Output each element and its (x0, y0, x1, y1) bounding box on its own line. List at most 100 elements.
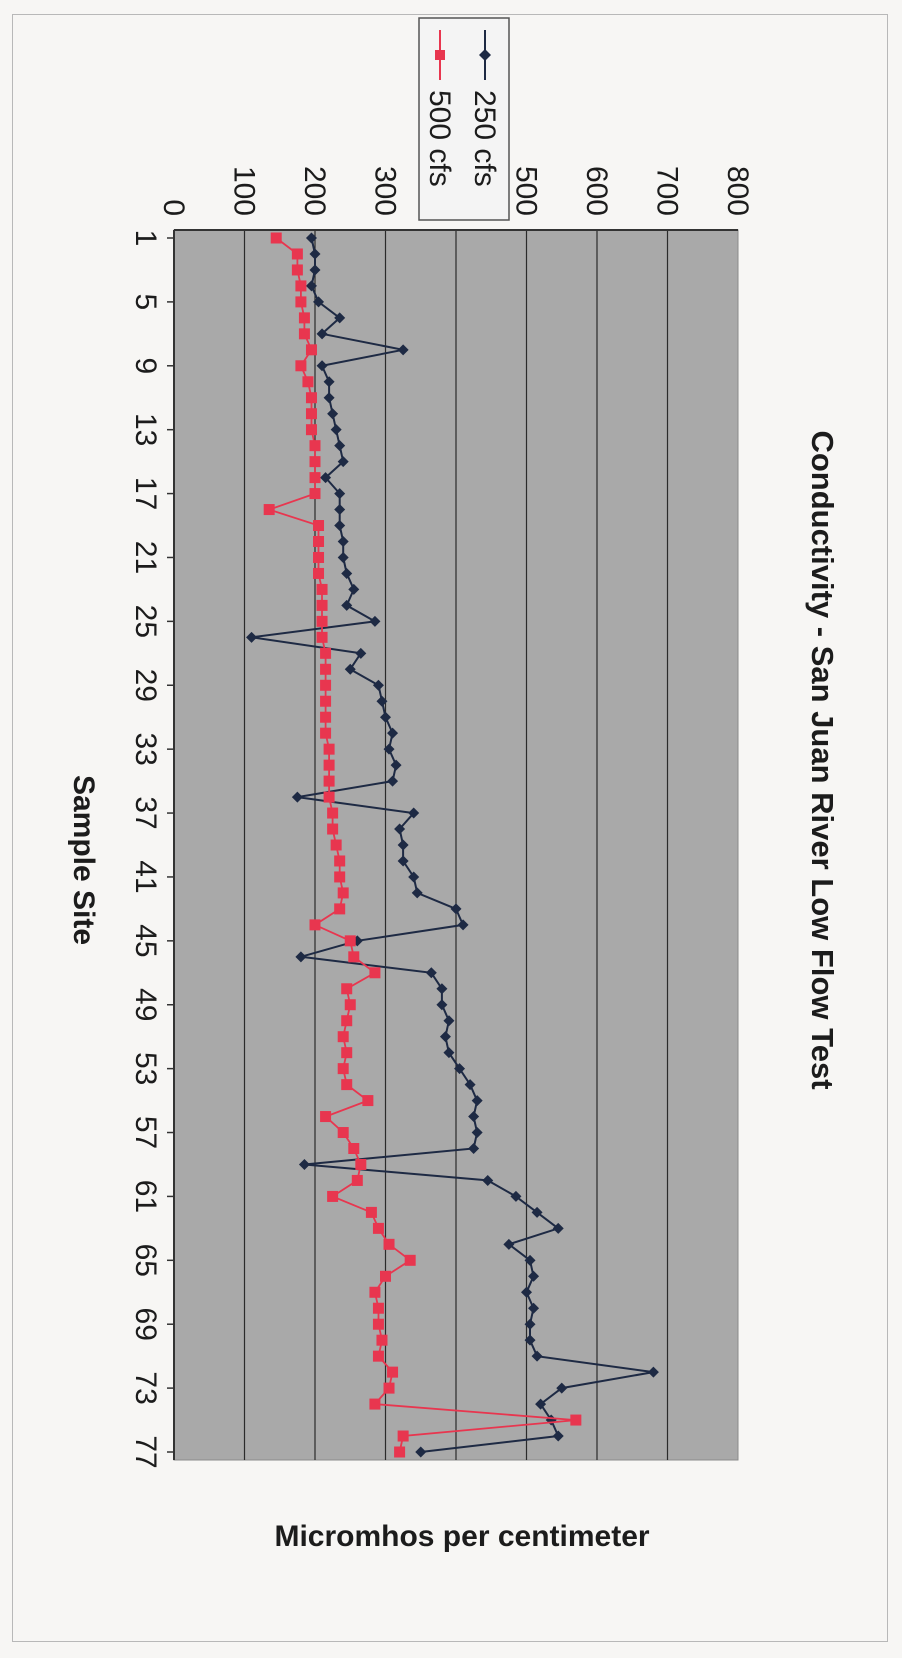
data-point-1-35 (323, 775, 335, 787)
y-tick-label-800: 800 (721, 166, 754, 216)
data-point-1-40 (334, 855, 346, 867)
data-point-1-29 (320, 679, 332, 691)
data-point-0-5 (313, 296, 325, 308)
data-point-1-19 (313, 520, 325, 532)
x-tick-label-65: 65 (129, 1244, 162, 1277)
data-point-1-63 (372, 1222, 384, 1234)
data-point-0-36 (291, 791, 303, 803)
data-point-1-12 (305, 408, 317, 420)
data-point-0-2 (309, 248, 321, 260)
data-point-0-66 (528, 1270, 540, 1282)
x-tick-label-37: 37 (129, 796, 162, 829)
data-point-1-65 (404, 1254, 416, 1266)
data-point-0-1 (305, 232, 317, 244)
data-point-0-77 (415, 1446, 427, 1458)
data-point-0-14 (334, 440, 346, 452)
legend-label-500-cfs: 500 cfs (423, 90, 456, 187)
data-point-1-26 (316, 631, 328, 643)
data-point-0-24 (341, 599, 353, 611)
data-point-0-16 (320, 472, 332, 484)
data-point-1-4 (295, 280, 307, 292)
data-point-0-18 (334, 504, 346, 516)
data-point-0-6 (334, 312, 346, 324)
data-point-1-59 (355, 1158, 367, 1170)
data-point-1-24 (316, 599, 328, 611)
data-point-1-15 (309, 456, 321, 468)
data-point-1-37 (327, 807, 339, 819)
page-border (12, 14, 888, 1642)
data-point-0-42 (411, 887, 423, 899)
data-point-1-60 (351, 1174, 363, 1186)
x-tick-label-25: 25 (129, 605, 162, 638)
data-point-0-22 (341, 567, 353, 579)
y-tick-label-0: 0 (157, 199, 190, 216)
data-point-1-27 (320, 647, 332, 659)
legend-label-250-cfs: 250 cfs (468, 90, 501, 187)
data-point-0-10 (323, 376, 335, 388)
data-point-0-56 (468, 1111, 480, 1123)
x-tick-label-61: 61 (129, 1180, 162, 1213)
x-tick-label-57: 57 (129, 1116, 162, 1149)
data-point-0-65 (524, 1254, 536, 1266)
data-point-1-45 (344, 935, 356, 947)
data-point-1-10 (302, 376, 314, 388)
tick-labels: 0100200300400500600700800159131721252933… (129, 166, 754, 1469)
data-point-1-72 (387, 1366, 399, 1378)
data-point-0-4 (305, 280, 317, 292)
legend-marker-500-cfs (435, 50, 445, 60)
legend-marker-250-cfs (479, 49, 491, 61)
x-tick-label-41: 41 (129, 860, 162, 893)
y-axis-title: Micromhos per centimeter (274, 1520, 649, 1553)
data-point-0-73 (556, 1382, 568, 1394)
data-point-0-28 (344, 663, 356, 675)
data-point-1-55 (362, 1095, 374, 1107)
data-point-0-38 (394, 823, 406, 835)
data-point-0-48 (436, 983, 448, 995)
series (246, 232, 659, 1458)
y-tick-label-300: 300 (369, 166, 402, 216)
data-point-1-62 (365, 1206, 377, 1218)
data-point-0-15 (337, 456, 349, 468)
data-point-0-39 (397, 839, 409, 851)
data-point-0-52 (443, 1047, 455, 1059)
data-point-1-69 (372, 1318, 384, 1330)
data-point-0-62 (531, 1206, 543, 1218)
x-tick-label-73: 73 (129, 1371, 162, 1404)
data-point-1-31 (320, 711, 332, 723)
y-tick-label-200: 200 (298, 166, 331, 216)
data-point-0-19 (334, 520, 346, 532)
data-point-1-38 (327, 823, 339, 835)
data-point-1-33 (323, 743, 335, 755)
data-point-1-46 (348, 951, 360, 963)
data-point-0-8 (397, 344, 409, 356)
data-point-1-14 (309, 440, 321, 452)
data-point-1-43 (334, 903, 346, 915)
data-point-1-2 (291, 248, 303, 260)
data-point-0-33 (383, 743, 395, 755)
data-point-1-16 (309, 472, 321, 484)
data-point-0-17 (334, 488, 346, 500)
data-point-1-66 (380, 1270, 391, 1282)
x-tick-label-33: 33 (129, 732, 162, 765)
data-point-1-49 (344, 999, 356, 1011)
data-point-1-11 (305, 392, 317, 404)
data-point-0-23 (348, 583, 360, 595)
data-point-1-30 (320, 695, 332, 707)
data-point-1-44 (309, 919, 321, 931)
data-point-0-34 (390, 759, 402, 771)
data-point-1-25 (316, 615, 328, 627)
data-point-1-51 (337, 1031, 349, 1043)
x-tick-label-69: 69 (129, 1308, 162, 1341)
data-point-0-27 (355, 647, 367, 659)
data-point-0-53 (454, 1063, 466, 1075)
data-point-1-42 (337, 887, 349, 899)
data-point-0-43 (450, 903, 462, 915)
y-tick-label-600: 600 (580, 166, 613, 216)
data-point-1-18 (263, 504, 275, 516)
data-point-1-8 (305, 344, 317, 356)
data-point-1-5 (295, 296, 307, 308)
data-point-1-47 (369, 967, 381, 979)
data-point-1-57 (337, 1127, 349, 1139)
x-tick-label-29: 29 (129, 669, 162, 702)
